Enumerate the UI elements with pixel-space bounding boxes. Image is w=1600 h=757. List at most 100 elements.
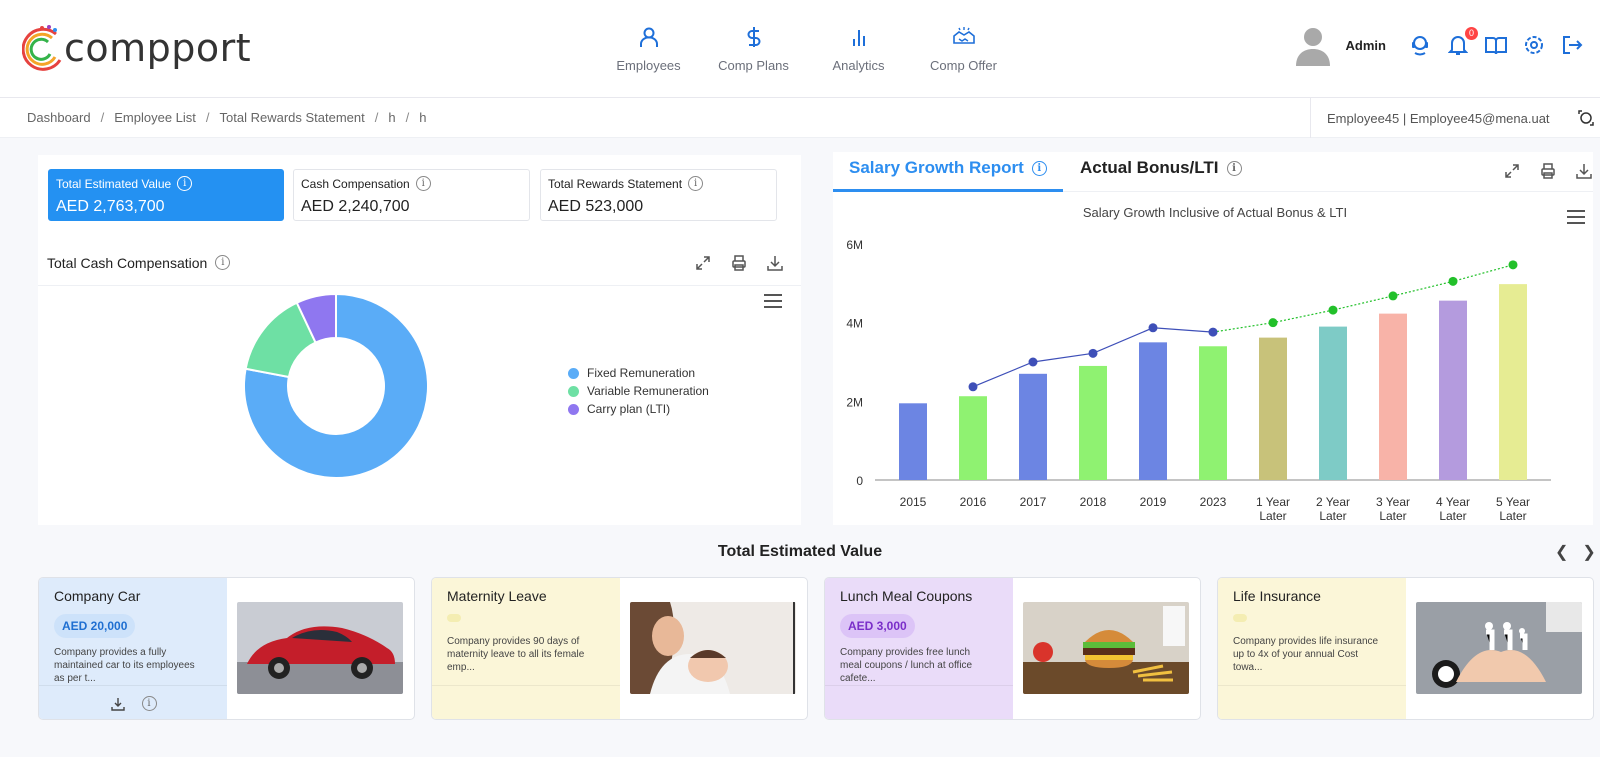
tev-section-title: Total Estimated Value [717, 543, 883, 560]
notification-bell-icon[interactable]: 0 [1446, 27, 1478, 57]
gear-icon[interactable] [1522, 33, 1546, 57]
download-icon[interactable] [110, 696, 126, 712]
benefit-tile[interactable]: Life Insurance Company provides life insu… [1217, 577, 1594, 720]
bar[interactable] [1259, 337, 1287, 480]
top-bar: compport Employees Comp Plans Analytics … [0, 0, 1600, 98]
chevron-right-icon[interactable]: ❯ [1582, 544, 1596, 561]
bar[interactable] [1439, 300, 1467, 480]
download-icon[interactable] [1575, 162, 1593, 180]
line-point[interactable] [1028, 357, 1038, 367]
bar[interactable] [1319, 326, 1347, 480]
x-tick-label: 3 Year Later [1376, 495, 1410, 523]
logo-mark-icon [22, 25, 62, 71]
app-logo[interactable]: compport [22, 22, 251, 74]
print-icon[interactable] [730, 254, 748, 272]
line-point[interactable] [1388, 291, 1398, 301]
info-icon[interactable]: i [177, 176, 193, 191]
benefit-tile[interactable]: Lunch Meal Coupons AED 3,000 Company provi… [824, 577, 1201, 720]
x-tick-label: 2023 [1200, 495, 1227, 509]
bar[interactable] [1199, 346, 1227, 480]
bar[interactable] [1139, 342, 1167, 480]
line-point[interactable] [1508, 260, 1518, 270]
breadcrumb-h-1[interactable]: h [388, 110, 396, 125]
benefit-tile[interactable]: Company Car AED 20,000 Company provides a … [38, 577, 415, 720]
breadcrumb-h-2: h [419, 110, 427, 125]
bar-chart-icon [852, 30, 865, 46]
expand-icon[interactable] [694, 254, 712, 272]
benefit-tile-footer [825, 685, 1013, 719]
breadcrumb-employee-list[interactable]: Employee List [114, 110, 196, 125]
chart-title: Salary Growth Inclusive of Actual Bonus … [1083, 205, 1347, 220]
chart-menu-icon[interactable] [1567, 210, 1585, 224]
line-point[interactable] [1208, 327, 1218, 337]
pie-slice-0[interactable] [243, 292, 429, 479]
legend-swatch [568, 367, 579, 379]
employee-info: Employee45 | Employee45@mena.uat [1310, 98, 1550, 138]
print-icon[interactable] [1539, 162, 1557, 180]
y-tick-label: 2M [846, 395, 863, 409]
legend-item[interactable]: Variable Remuneration [568, 382, 709, 400]
info-icon[interactable]: i [415, 176, 431, 191]
book-icon[interactable] [1484, 33, 1508, 57]
bar[interactable] [1499, 284, 1527, 480]
legend-item[interactable]: Carry plan (LTI) [568, 400, 709, 418]
line-point[interactable] [1328, 305, 1338, 315]
bar[interactable] [899, 403, 927, 480]
x-tick-label: 5 Year Later [1496, 495, 1530, 523]
expand-icon[interactable] [1503, 162, 1521, 180]
info-icon[interactable]: i [215, 255, 231, 270]
chart-menu-icon[interactable] [764, 294, 782, 308]
info-icon[interactable]: i [1031, 160, 1047, 176]
line-point[interactable] [1448, 276, 1458, 286]
chevron-left-icon[interactable]: ❮ [1555, 544, 1569, 561]
panel-title: Total Cash Compensation [47, 254, 208, 271]
x-tick-label: 2017 [1020, 495, 1047, 509]
info-icon[interactable]: i [1226, 160, 1242, 176]
bar[interactable] [1079, 365, 1107, 480]
legend-swatch [568, 385, 579, 397]
kpi-total-estimated-value[interactable]: Total Estimated Value i AED 2,763,700 [48, 169, 284, 221]
breadcrumb-dashboard[interactable]: Dashboard [27, 110, 91, 125]
pie-slice-2[interactable] [295, 292, 337, 344]
kpi-total-rewards-statement[interactable]: Total Rewards Statement i AED 523,000 [540, 169, 777, 221]
support-agent-icon[interactable] [1408, 33, 1432, 57]
line-point[interactable] [968, 382, 978, 392]
line-point[interactable] [1088, 348, 1098, 358]
mother-baby-image [630, 602, 796, 694]
bar[interactable] [1019, 373, 1047, 480]
line-point[interactable] [1148, 323, 1158, 333]
avatar[interactable] [1294, 24, 1332, 66]
tab-salary-growth-report[interactable]: Salary Growth Report i [849, 158, 1047, 178]
download-icon[interactable] [766, 254, 784, 272]
carousel-arrows: ❮ ❯ [1555, 542, 1596, 562]
bar[interactable] [959, 396, 987, 480]
logo-text: compport [64, 26, 252, 70]
user-area: Admin 0 [1294, 24, 1584, 66]
x-tick-label: 4 Year Later [1436, 495, 1470, 523]
info-icon[interactable]: i [688, 176, 704, 191]
tab-actual-bonus-lti[interactable]: Actual Bonus/LTI i [1080, 158, 1242, 178]
salary-growth-chart: Salary Growth Inclusive of Actual Bonus … [846, 205, 1551, 523]
nav-comp-offer[interactable]: Comp Offer [911, 26, 1016, 73]
reset-view-icon[interactable] [1578, 110, 1594, 126]
y-tick-label: 0 [856, 474, 863, 488]
nav-analytics-label: Analytics [832, 58, 885, 73]
kpi-cash-compensation[interactable]: Cash Compensation i AED 2,240,700 [293, 169, 530, 221]
benefit-image [237, 602, 403, 694]
tab-label: Salary Growth Report [849, 158, 1024, 177]
info-icon[interactable]: i [141, 696, 157, 711]
legend-label: Fixed Remuneration [587, 366, 696, 380]
kpi-title: Total Estimated Value [56, 176, 172, 191]
x-tick-label: 1 Year Later [1256, 495, 1290, 523]
legend-item[interactable]: Fixed Remuneration [568, 364, 709, 382]
bar[interactable] [1379, 313, 1407, 480]
breadcrumb-total-rewards[interactable]: Total Rewards Statement [219, 110, 365, 125]
nav-comp-plans[interactable]: Comp Plans [701, 26, 806, 73]
benefit-amount-badge: AED 20,000 [54, 614, 136, 638]
benefit-tile[interactable]: Maternity Leave Company provides 90 days … [431, 577, 808, 720]
nav-employees[interactable]: Employees [596, 26, 701, 73]
line-point[interactable] [1268, 318, 1278, 328]
nav-analytics[interactable]: Analytics [806, 26, 911, 73]
benefit-image [630, 602, 796, 694]
logout-icon[interactable] [1560, 33, 1584, 57]
